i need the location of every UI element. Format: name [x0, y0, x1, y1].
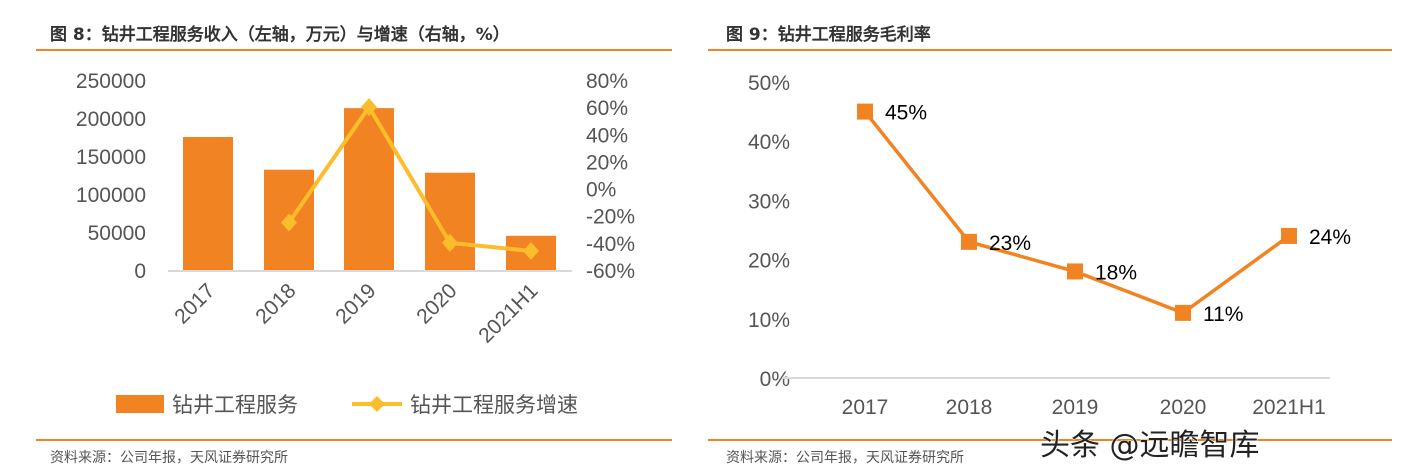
x-axis-tick-label: 2017: [170, 279, 219, 328]
right-axis-tick-label: 40%: [586, 124, 628, 147]
x-axis-tick-label: 2017: [842, 396, 889, 419]
growth-marker: [442, 233, 458, 252]
right-axis-tick-label: 80%: [586, 70, 628, 93]
x-axis-tick-label: 2020: [412, 279, 461, 328]
watermark: 头条 @远瞻智库: [1040, 428, 1260, 463]
figure-8: 图 8：钻井工程服务收入（左轴，万元）与增速（右轴，%） 0 50000 10000…: [36, 24, 672, 466]
left-axis-tick-label: 50000: [88, 222, 146, 245]
source-note: 资料来源：公司年报，天风证券研究所: [50, 450, 288, 466]
margin-marker: [1281, 227, 1297, 244]
right-axis-tick-label: 20%: [586, 151, 628, 174]
revenue-bar: [183, 137, 233, 270]
legend-bar-swatch: [116, 395, 164, 413]
y-axis-tick-label: 10%: [748, 309, 790, 332]
y-axis-tick-label: 40%: [748, 131, 790, 154]
x-axis-tick-label: 2021H1: [1252, 396, 1326, 419]
margin-line: [863, 110, 1291, 315]
figure-9-title: 图 9：钻井工程服务毛利率: [726, 24, 931, 45]
growth-line: [287, 103, 532, 253]
margin-marker: [961, 233, 977, 250]
right-axis-tick-label: 60%: [586, 97, 628, 120]
x-axis-tick-label: 2020: [1160, 396, 1207, 419]
legend-bar-label: 钻井工程服务: [172, 393, 298, 417]
data-label: 11%: [1203, 303, 1243, 326]
data-label: 18%: [1095, 261, 1137, 284]
source-note: 资料来源：公司年报，天风证券研究所: [726, 450, 964, 466]
y-axis-tick-label: 50%: [748, 72, 790, 95]
revenue-bar: [425, 172, 475, 270]
x-axis-tick-label: 2019: [331, 279, 380, 328]
x-axis-tick-label: 2021H1: [474, 279, 542, 347]
margin-marker: [857, 103, 873, 120]
x-axis-tick-label: 2018: [251, 279, 300, 328]
legend-diamond-marker: [369, 396, 385, 412]
left-axis-tick-label: 100000: [76, 184, 146, 207]
data-label: 23%: [989, 232, 1031, 255]
growth-marker: [281, 213, 297, 232]
y-axis-tick-label: 30%: [748, 190, 790, 213]
figure-8-title: 图 8：钻井工程服务收入（左轴，万元）与增速（右轴，%）: [50, 24, 510, 45]
data-label: 24%: [1309, 226, 1351, 249]
left-axis-tick-label: 0: [134, 260, 146, 283]
left-axis-tick-label: 250000: [76, 70, 146, 93]
y-axis-tick-label: 0%: [760, 368, 790, 391]
left-axis-tick-label: 200000: [76, 108, 146, 131]
figure-9: 图 9：钻井工程服务毛利率 0% 10% 20% 30% 40% 50% 45% 23% 18%…: [708, 24, 1392, 466]
right-axis-tick-label: -40%: [586, 233, 635, 256]
x-axis-tick-label: 2018: [946, 396, 993, 419]
right-axis-tick-label: 0%: [586, 179, 616, 202]
right-axis-tick-label: -60%: [586, 260, 635, 283]
y-axis-tick-label: 20%: [748, 250, 790, 273]
data-label: 45%: [885, 102, 927, 125]
x-axis-tick-label: 2019: [1052, 396, 1099, 419]
left-axis-tick-label: 150000: [76, 146, 146, 169]
right-axis-tick-label: -20%: [586, 206, 635, 229]
margin-marker: [1175, 304, 1191, 321]
growth-marker: [361, 98, 377, 117]
margin-marker: [1067, 263, 1083, 280]
growth-marker: [523, 242, 539, 260]
legend-line-label: 钻井工程服务增速: [410, 393, 578, 417]
